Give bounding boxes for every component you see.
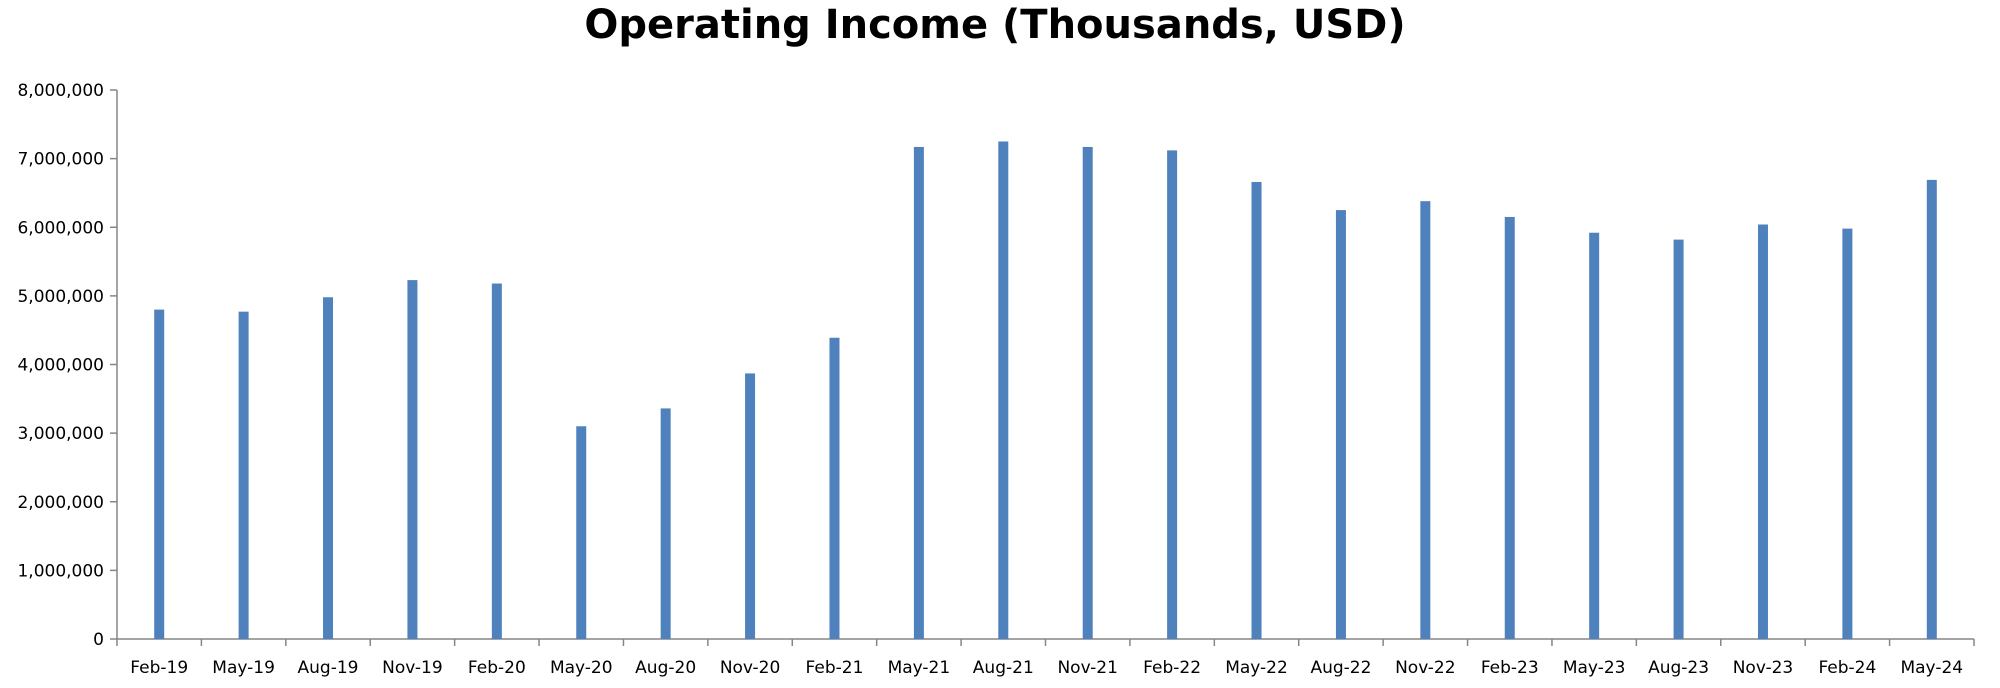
x-tick-label: Aug-22 <box>1310 658 1371 678</box>
bar <box>238 311 249 639</box>
x-tick-label: Nov-19 <box>382 658 443 678</box>
x-tick-label: May-22 <box>1225 658 1288 678</box>
y-tick-label: 1,000,000 <box>17 561 104 581</box>
y-tick-label: 8,000,000 <box>17 81 104 101</box>
y-tick-label: 6,000,000 <box>17 218 104 238</box>
bar <box>913 146 924 640</box>
x-axis: Feb-19 May-19 Aug-19 Nov-19 Feb-20 May-20 Aug-… <box>116 638 1975 678</box>
bar <box>323 297 334 639</box>
bar <box>491 283 502 639</box>
bar <box>829 337 840 639</box>
y-tick-label: 7,000,000 <box>17 150 104 170</box>
x-tick-label: Feb-22 <box>1143 658 1201 678</box>
x-tick-label: May-23 <box>1563 658 1626 678</box>
bar <box>576 426 587 639</box>
x-tick-label: Feb-20 <box>468 658 526 678</box>
x-tick-label: Feb-23 <box>1481 658 1539 678</box>
x-tick-label: Nov-21 <box>1057 658 1118 678</box>
y-tick-label: 3,000,000 <box>17 424 104 444</box>
bar <box>1757 224 1768 639</box>
y-tick-label: 0 <box>93 630 104 650</box>
y-tick-label: 2,000,000 <box>17 493 104 513</box>
x-tick-label: May-21 <box>888 658 951 678</box>
x-tick-label: Aug-23 <box>1648 658 1709 678</box>
bar <box>1251 181 1262 639</box>
bar <box>1673 239 1684 640</box>
bars <box>154 141 1937 640</box>
bar <box>154 309 165 639</box>
x-tick-label: Aug-21 <box>973 658 1034 678</box>
bar <box>1082 146 1093 640</box>
x-tick-label: Feb-19 <box>130 658 188 678</box>
x-tick-label: Feb-24 <box>1818 658 1876 678</box>
bar <box>1926 179 1937 639</box>
bar <box>1842 228 1853 639</box>
x-tick-label: Nov-23 <box>1733 658 1794 678</box>
x-tick-label: Aug-20 <box>635 658 696 678</box>
x-tick-label: Feb-21 <box>806 658 864 678</box>
x-tick-label: May-19 <box>212 658 275 678</box>
bar <box>407 280 418 639</box>
x-tick-label: May-20 <box>550 658 613 678</box>
bar <box>660 408 671 639</box>
y-tick-label: 5,000,000 <box>17 287 104 307</box>
x-tick-label: Aug-19 <box>298 658 359 678</box>
chart-title: Operating Income (Thousands, USD) <box>584 2 1406 48</box>
bar <box>1167 150 1178 639</box>
x-tick-label: Nov-22 <box>1395 658 1456 678</box>
bar <box>745 373 756 639</box>
y-tick-label: 4,000,000 <box>17 356 104 376</box>
x-tick-label: Nov-20 <box>720 658 781 678</box>
y-axis: 0 1,000,000 2,000,000 3,000,000 4,000,000 5,0… <box>17 81 118 650</box>
bar <box>1335 210 1346 639</box>
bar <box>998 141 1009 639</box>
bar <box>1420 201 1431 640</box>
bar <box>1589 232 1600 640</box>
bar <box>1504 216 1515 640</box>
x-tick-label: May-24 <box>1900 658 1963 678</box>
